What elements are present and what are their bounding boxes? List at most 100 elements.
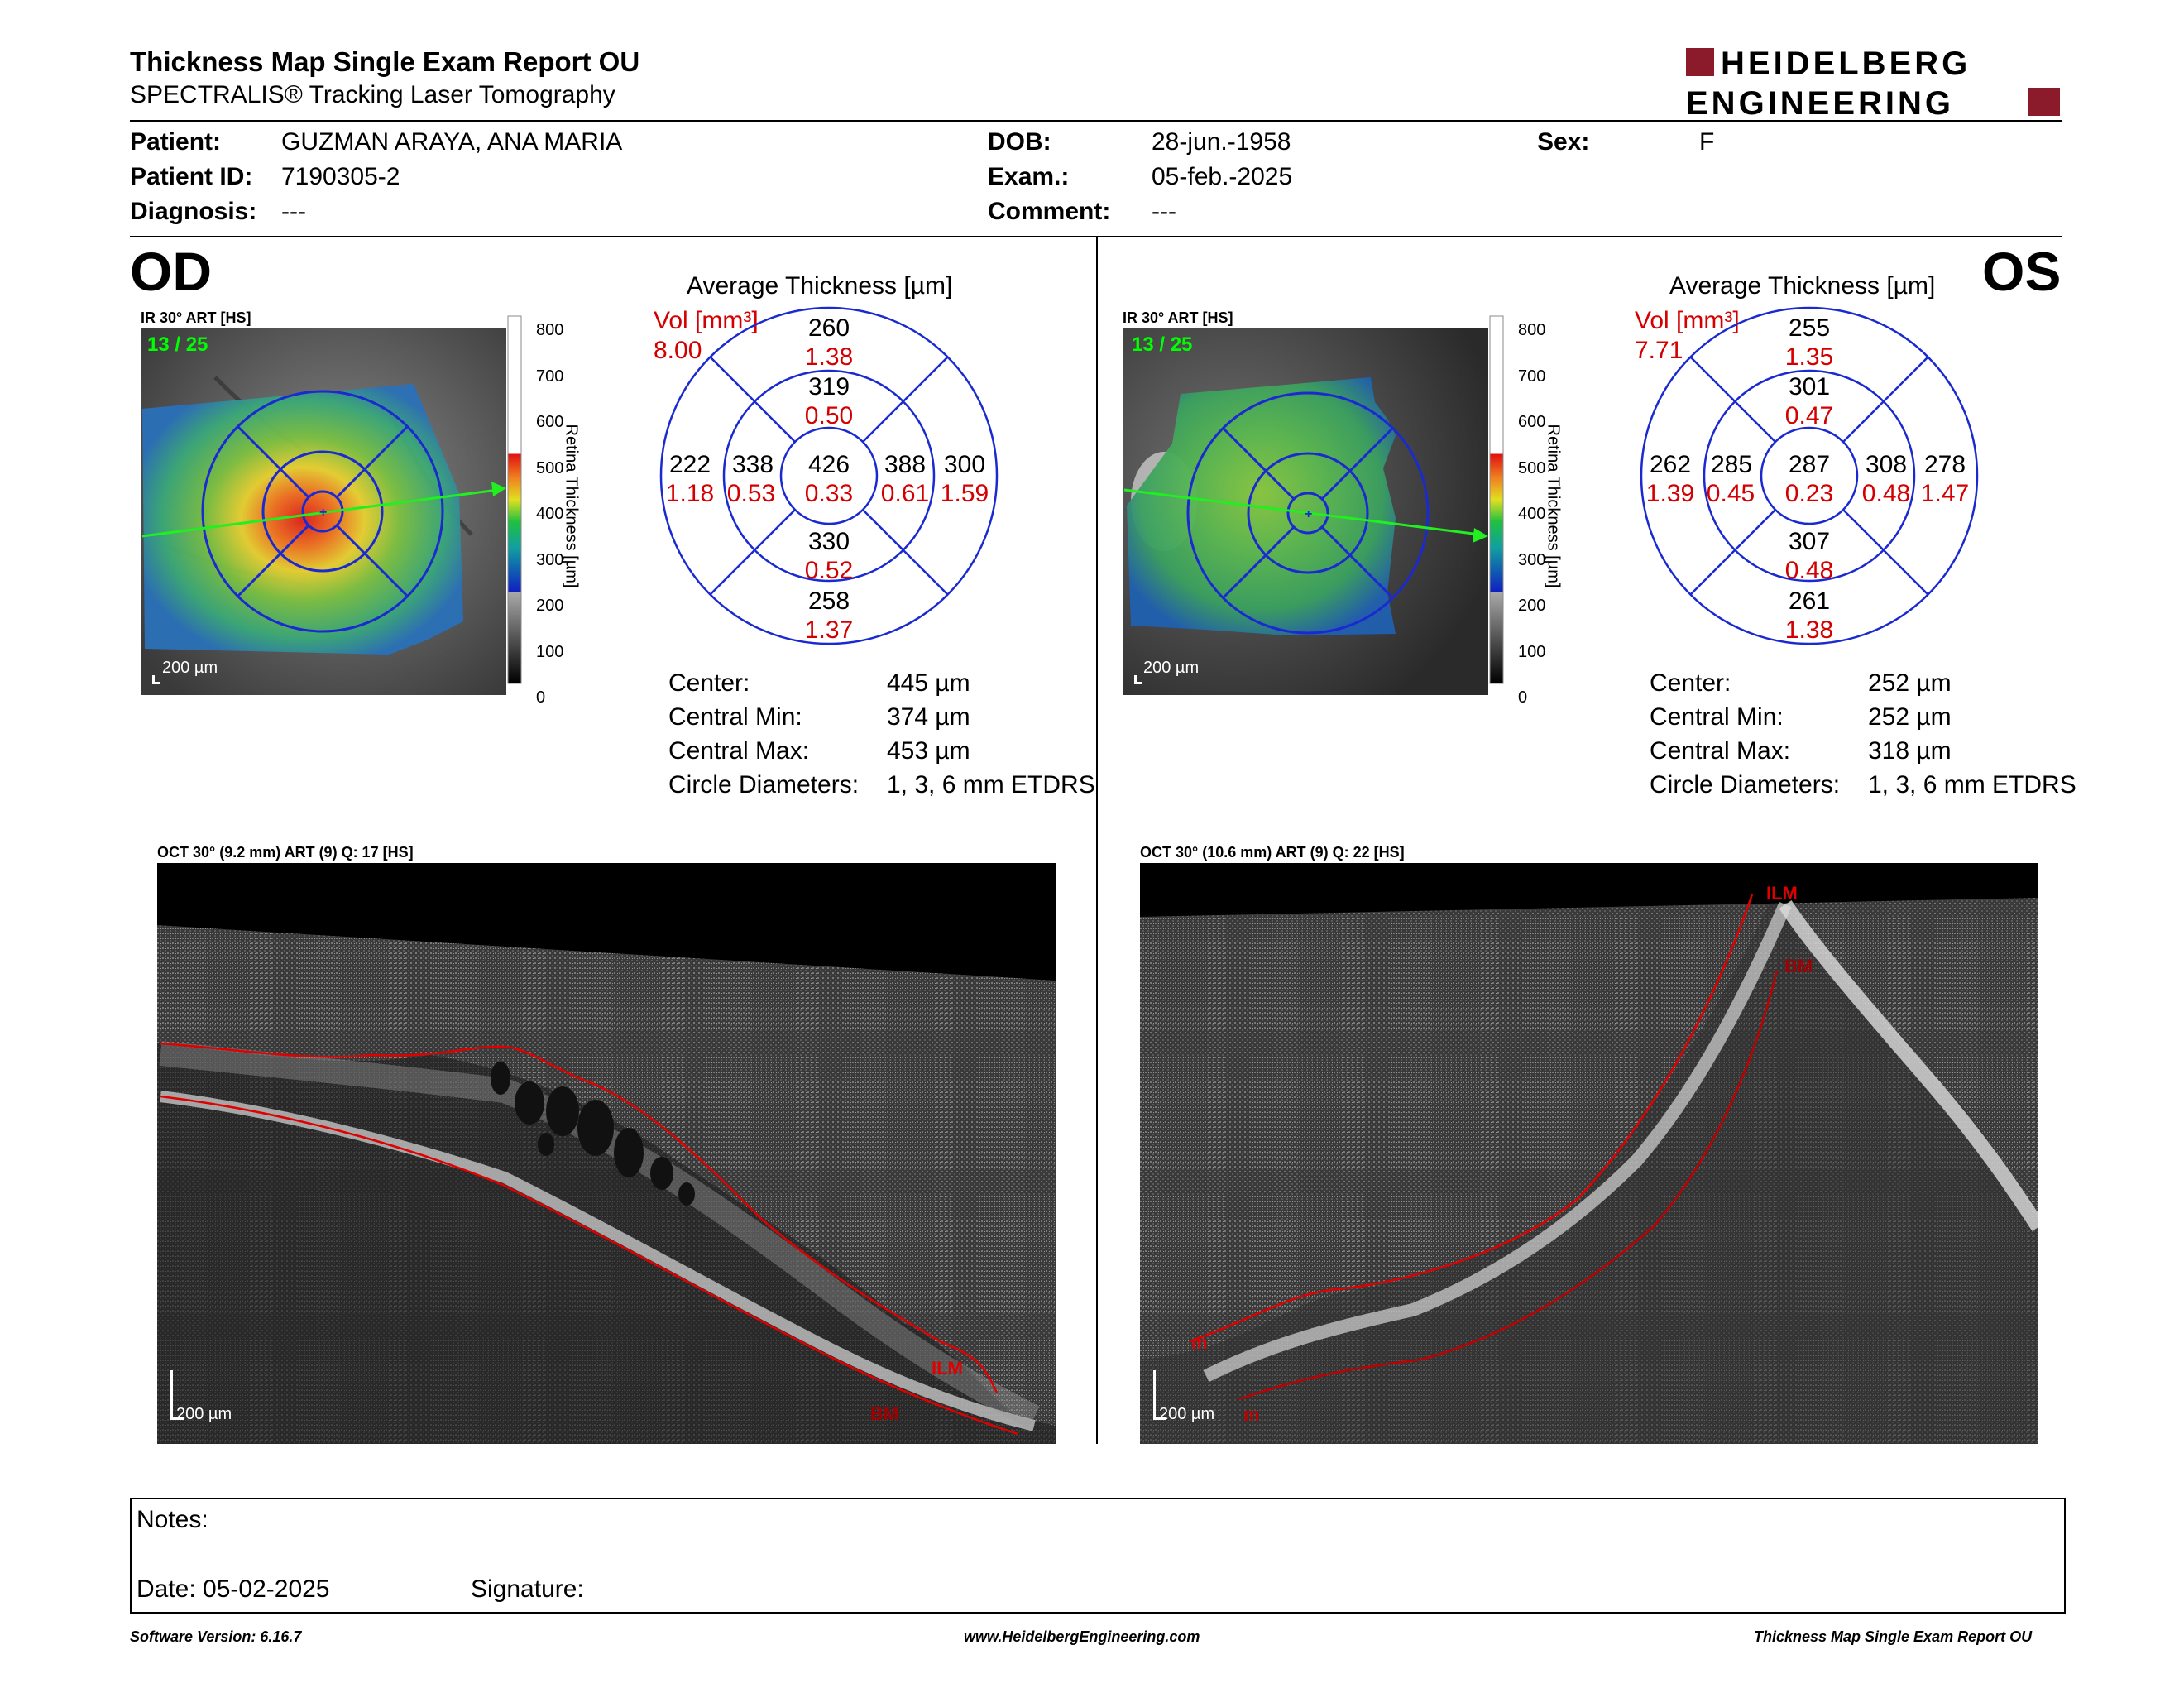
od-inner-sup-thickness: 319 [807, 373, 850, 400]
tick: 200 [536, 597, 564, 615]
od-inner-right-volume: 0.61 [880, 480, 930, 507]
od-outer-inf-volume: 1.37 [804, 616, 854, 644]
comment-value: --- [1152, 198, 1176, 225]
os-center-value: 252 µm [1868, 669, 1952, 697]
od-diam-value: 1, 3, 6 mm ETDRS [887, 770, 1095, 798]
sex-value: F [1699, 128, 1715, 156]
od-vol-label: Vol [mm³] [654, 307, 759, 334]
od-ir-scale: 200 µm [162, 659, 218, 677]
patient-divider [130, 236, 2062, 237]
tick: 400 [536, 505, 564, 523]
od-min-value: 374 µm [887, 703, 970, 731]
tick: 500 [1518, 458, 1546, 477]
od-inner-left-thickness: 338 [731, 451, 774, 478]
header-divider [130, 120, 2062, 122]
tick: 100 [1518, 642, 1546, 661]
os-diam-label: Circle Diameters: [1650, 770, 1841, 798]
od-ilm-label: ILM [932, 1358, 963, 1379]
os-inner-left-volume: 0.45 [1706, 480, 1755, 507]
os-min-label: Central Min: [1650, 703, 1784, 731]
os-outer-inf-volume: 1.38 [1784, 616, 1834, 644]
os-stats-table: Center: 252 µm Central Min: 252 µm Central… [1650, 666, 2076, 802]
os-oct-scale: 200 µm [1159, 1405, 1215, 1423]
tick: 400 [1518, 505, 1546, 523]
od-oct-scan [157, 863, 1056, 1444]
tick: 100 [536, 642, 564, 661]
od-stats-table: Center: 445 µm Central Min: 374 µm Central… [668, 666, 1095, 802]
tick: 600 [1518, 413, 1546, 431]
od-inner-sup-volume: 0.50 [804, 402, 854, 429]
exam-value: 05-feb.-2025 [1152, 163, 1293, 190]
os-bm-end-label: m [1243, 1404, 1260, 1425]
od-inner-right-thickness: 388 [884, 451, 927, 478]
os-outer-sup-thickness: 255 [1788, 314, 1831, 342]
os-diam-value: 1, 3, 6 mm ETDRS [1868, 770, 2076, 798]
os-outer-inf-thickness: 261 [1788, 587, 1831, 615]
tick: 700 [1518, 367, 1546, 386]
notes-box[interactable]: Notes: Date: 05-02-2025 Signature: [130, 1498, 2066, 1614]
os-oct-scan [1140, 863, 2038, 1444]
os-avg-title: Average Thickness [µm] [1669, 272, 1936, 300]
tick: 0 [536, 688, 546, 707]
dob-value: 28-jun.-1958 [1152, 128, 1291, 156]
od-inner-inf-volume: 0.52 [804, 557, 854, 584]
od-inner-left-volume: 0.53 [726, 480, 776, 507]
center-divider [1096, 237, 1098, 1444]
logo-line2: ENGINEERING [1686, 85, 1954, 119]
os-oct-label: OCT 30° (10.6 mm) ART (9) Q: 22 [HS] [1140, 844, 1405, 861]
diagnosis-label: Diagnosis: [130, 198, 257, 225]
tick: 0 [1518, 688, 1528, 707]
od-outer-right-thickness: 300 [943, 451, 986, 478]
os-colorbar [1489, 315, 1504, 684]
os-vol-value: 7.71 [1635, 337, 1684, 364]
os-inner-right-volume: 0.48 [1861, 480, 1911, 507]
os-colorbar-title: Retina Thickness [µm] [1544, 424, 1563, 588]
os-inner-right-thickness: 308 [1865, 451, 1908, 478]
tick: 300 [1518, 550, 1546, 569]
os-outer-sup-volume: 1.35 [1784, 343, 1834, 371]
tick: 800 [1518, 321, 1546, 339]
os-colorbar-ticks: 800 700 600 500 400 300 200 100 0 [1518, 308, 1545, 722]
od-outer-left-thickness: 222 [668, 451, 711, 478]
od-outer-right-volume: 1.59 [940, 480, 989, 507]
os-ilm-end-label: m [1191, 1332, 1208, 1353]
od-outer-sup-volume: 1.38 [804, 343, 854, 371]
od-center-thickness: 426 [807, 451, 850, 478]
os-min-value: 252 µm [1868, 703, 1952, 731]
svg-text:+: + [1305, 507, 1312, 521]
od-outer-left-volume: 1.18 [665, 480, 715, 507]
diagnosis-value: --- [281, 198, 306, 225]
os-inner-inf-thickness: 307 [1788, 528, 1831, 555]
od-outer-inf-thickness: 258 [807, 587, 850, 615]
os-ir-scale: 200 µm [1143, 659, 1200, 677]
od-center-value: 445 µm [887, 669, 970, 697]
footer-website[interactable]: www.HeidelbergEngineering.com [964, 1628, 1200, 1645]
report-title: Thickness Map Single Exam Report OU [130, 46, 640, 77]
od-inner-inf-thickness: 330 [807, 528, 850, 555]
tick: 600 [536, 413, 564, 431]
od-frame-counter: 13 / 25 [147, 333, 208, 356]
os-inner-sup-thickness: 301 [1788, 373, 1831, 400]
footer-report-title: Thickness Map Single Exam Report OU [1754, 1628, 2033, 1645]
tick: 300 [536, 550, 564, 569]
od-vol-value: 8.00 [654, 337, 702, 364]
sex-label: Sex: [1537, 128, 1590, 156]
os-outer-left-thickness: 262 [1649, 451, 1692, 478]
logo-line1: HEIDELBERG [1721, 46, 1971, 82]
dob-label: DOB: [988, 128, 1051, 156]
date-label: Date: 05-02-2025 [136, 1575, 330, 1603]
os-vol-label: Vol [mm³] [1635, 307, 1740, 334]
od-max-value: 453 µm [887, 736, 970, 765]
od-oct-scale: 200 µm [176, 1405, 232, 1423]
comment-label: Comment: [988, 198, 1111, 225]
footer-software: Software Version: 6.16.7 [130, 1628, 302, 1645]
od-bm-label: BM [870, 1403, 899, 1424]
os-outer-left-volume: 1.39 [1645, 480, 1695, 507]
os-ilm-label: ILM [1766, 883, 1798, 904]
os-max-value: 318 µm [1868, 736, 1952, 765]
os-etdrs-grid [1640, 306, 1979, 645]
od-thickness-map: + [141, 328, 506, 695]
patient-value: GUZMAN ARAYA, ANA MARIA [281, 128, 623, 156]
os-outer-right-volume: 1.47 [1920, 480, 1970, 507]
od-colorbar [507, 315, 522, 684]
